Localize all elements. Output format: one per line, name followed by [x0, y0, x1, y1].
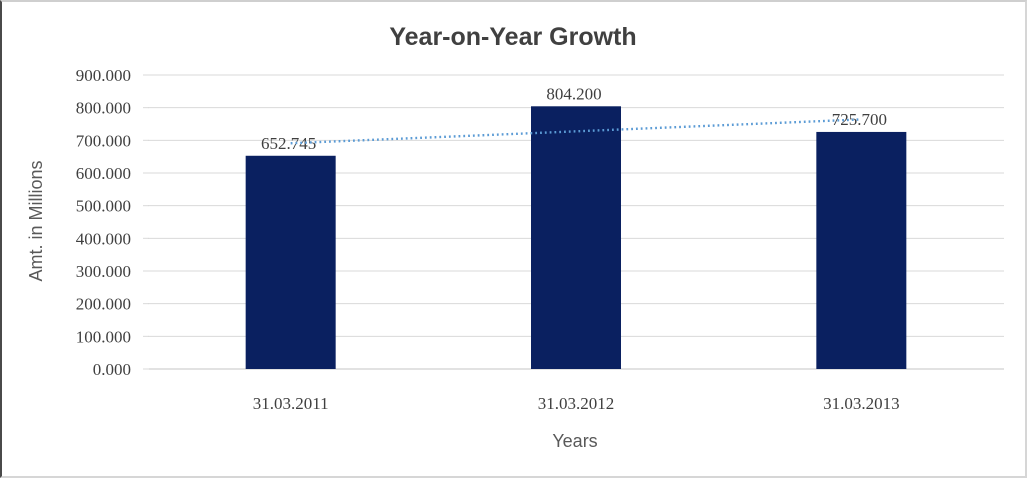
- bar: [531, 106, 621, 369]
- y-tick-label: 0.000: [93, 360, 131, 379]
- x-axis-category-labels: 31.03.2011 31.03.2012 31.03.2013: [253, 394, 900, 413]
- bar-value-label: 652.745: [261, 134, 316, 153]
- x-axis-title: Years: [552, 431, 597, 451]
- y-tick-label: 100.000: [76, 327, 131, 346]
- chart-title: Year-on-Year Growth: [389, 23, 636, 51]
- y-axis-tick-marks: [143, 74, 149, 370]
- x-category-label: 31.03.2011: [253, 394, 329, 413]
- y-tick-label: 300.000: [76, 262, 131, 281]
- y-tick-label: 800.000: [76, 99, 131, 118]
- y-tick-label: 500.000: [76, 197, 131, 216]
- bar: [245, 155, 336, 369]
- x-category-label: 31.03.2012: [538, 394, 615, 413]
- bar-series: [245, 106, 907, 369]
- y-tick-label: 900.000: [76, 66, 131, 85]
- y-tick-label: 700.000: [76, 131, 131, 150]
- y-axis-title: Amt. in Millions: [26, 160, 46, 281]
- x-category-label: 31.03.2013: [823, 394, 900, 413]
- data-labels: 652.745 804.200 725.700: [261, 84, 887, 152]
- y-tick-label: 400.000: [76, 229, 131, 248]
- bar-value-label: 804.200: [546, 84, 601, 103]
- trendline: [290, 118, 862, 145]
- y-tick-label: 200.000: [76, 295, 131, 314]
- y-tick-label: 600.000: [76, 164, 131, 183]
- bar-value-label: 725.700: [832, 110, 887, 129]
- y-axis-tick-labels: 0.000 100.000 200.000 300.000 400.000 500.000…: [76, 66, 131, 379]
- bar: [816, 131, 907, 369]
